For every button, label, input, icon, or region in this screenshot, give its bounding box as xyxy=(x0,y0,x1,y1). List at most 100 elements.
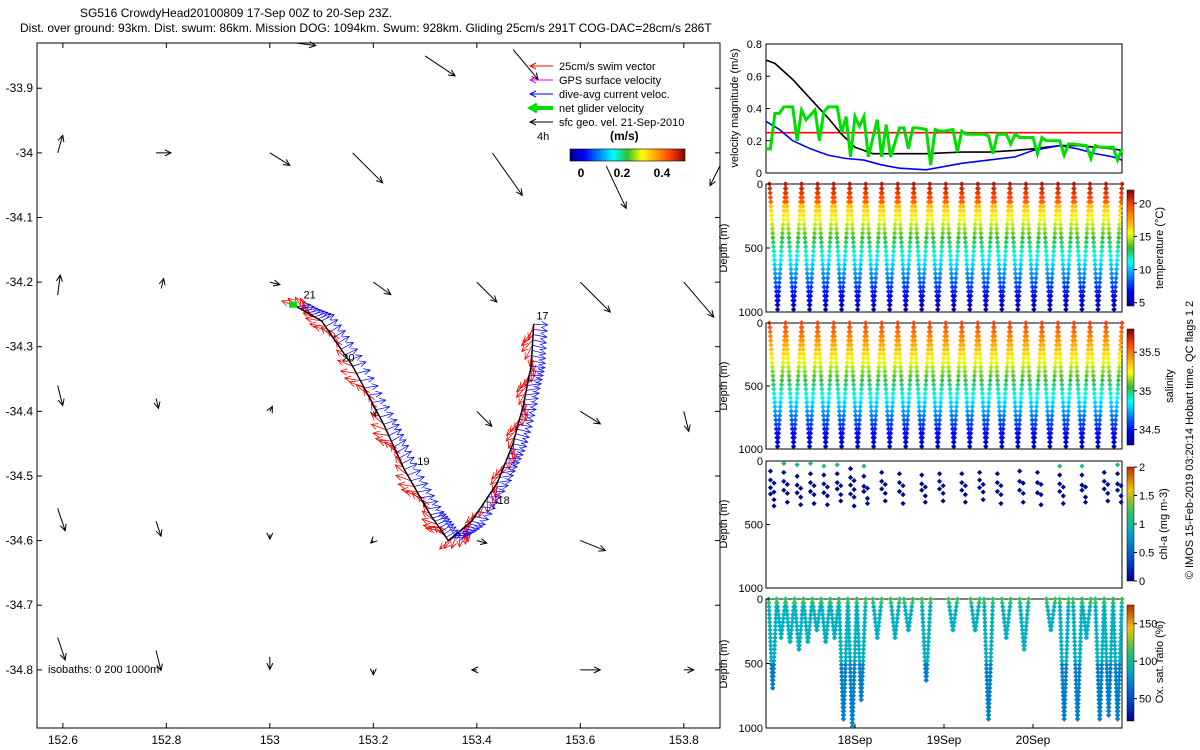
profile-dot xyxy=(1045,275,1051,281)
chla-colorbar-ticks: 00.511.52 xyxy=(1134,462,1154,588)
chla-dot xyxy=(977,469,983,476)
profile-dot xyxy=(784,342,790,348)
profile-dot xyxy=(887,302,893,308)
oxygen-dot xyxy=(889,608,895,614)
profile-dot xyxy=(915,382,921,388)
profile-dot xyxy=(879,320,885,326)
oxygen-dot xyxy=(846,623,852,629)
profile-dot xyxy=(844,360,850,366)
profile-dot xyxy=(797,208,803,214)
profile-dot xyxy=(820,408,826,414)
profile-dot xyxy=(978,230,984,236)
oxygen-dot xyxy=(860,650,866,656)
profile-dot xyxy=(799,190,805,196)
profile-dot xyxy=(1072,333,1078,339)
oxygen-dot xyxy=(784,611,790,618)
oxygen-dot xyxy=(1111,615,1117,621)
oxygen-dot xyxy=(1106,708,1112,714)
profile-dot xyxy=(1097,404,1104,410)
oxygen-dot xyxy=(975,608,981,614)
chla-ylabel: Depth (m) xyxy=(718,500,730,549)
profile-dot xyxy=(852,262,858,268)
profile-dot xyxy=(823,439,829,445)
profile-dot xyxy=(925,203,931,209)
oxygen-dot xyxy=(989,611,995,618)
profile-dot xyxy=(991,324,997,331)
profile-dot xyxy=(933,284,939,290)
profile-dot xyxy=(1032,288,1038,295)
chla-dot xyxy=(798,494,804,500)
profile-dot xyxy=(949,421,955,428)
oxygen-dot xyxy=(908,608,914,614)
profile-dot xyxy=(799,329,805,335)
geo-vector-arrow xyxy=(269,279,281,287)
profile-dot xyxy=(849,355,855,361)
chla-dot xyxy=(900,491,906,498)
profile-dot xyxy=(850,377,856,383)
profile-dot xyxy=(1049,417,1055,423)
profile-dot xyxy=(1088,333,1094,339)
oxygen-dot xyxy=(830,623,836,629)
current-vector xyxy=(523,400,539,408)
profile-dot xyxy=(828,355,834,361)
chla-dot xyxy=(900,500,906,507)
profile-dot xyxy=(813,203,819,209)
profile-dot xyxy=(981,275,987,281)
profile-dot xyxy=(925,208,931,214)
profile-dot xyxy=(868,262,874,268)
geo-vector-arrow xyxy=(57,134,65,153)
profile-dot xyxy=(1104,199,1110,205)
profile-dot xyxy=(797,342,803,348)
profile-dot xyxy=(1081,266,1088,272)
profile-dot xyxy=(970,399,976,405)
chla-dot xyxy=(1057,463,1063,469)
oxygen-dot xyxy=(806,627,812,633)
chla-dot xyxy=(1060,500,1066,507)
profile-dot xyxy=(1091,248,1097,254)
profile-dot xyxy=(1114,390,1121,397)
colorbar-tick-label: 10 xyxy=(1139,265,1151,277)
oxygen-dot xyxy=(1021,646,1027,652)
profile-dot xyxy=(898,239,905,245)
current-vector xyxy=(522,406,537,413)
profile-dot xyxy=(811,377,817,383)
oxygen-dot xyxy=(801,600,807,606)
oxygen-dot xyxy=(901,600,908,606)
oxygen-dot xyxy=(1058,623,1064,629)
profile-dot xyxy=(1028,399,1034,405)
oxygen-dot xyxy=(923,677,929,683)
oxygen-dot xyxy=(1058,638,1064,645)
profile-dot xyxy=(1042,373,1048,379)
oxygen-dot xyxy=(1074,716,1081,722)
profile-dot xyxy=(929,221,935,227)
profile-dot xyxy=(930,368,936,375)
profile-dot xyxy=(996,408,1003,414)
profile-dot xyxy=(1071,181,1077,187)
profile-dot xyxy=(900,404,906,410)
map-colorbar xyxy=(569,148,686,162)
chla-dot xyxy=(824,484,831,490)
profile-dot xyxy=(1079,302,1085,308)
chla-dot xyxy=(861,463,867,469)
profile-dot xyxy=(832,338,838,344)
profile-dot xyxy=(879,185,885,192)
chla-dot xyxy=(879,486,885,492)
profile-dot xyxy=(1098,395,1104,401)
profile-dot xyxy=(829,346,835,353)
profile-dot xyxy=(1018,395,1024,401)
profile-dot xyxy=(891,244,897,250)
profile-dot xyxy=(1040,203,1046,209)
profile-dot xyxy=(859,244,865,250)
profile-dot xyxy=(944,342,950,348)
profile-dot xyxy=(867,390,873,397)
profile-dot xyxy=(770,239,776,245)
profile-dot xyxy=(810,395,816,401)
profile-dot xyxy=(957,342,963,348)
profile-dot xyxy=(1087,190,1094,196)
profile-dot xyxy=(803,390,809,397)
profile-dot xyxy=(852,399,858,405)
profile-dot xyxy=(800,346,806,353)
profile-dot xyxy=(922,262,928,268)
profile-dot xyxy=(961,355,967,361)
oxygen-dot xyxy=(1064,631,1070,637)
